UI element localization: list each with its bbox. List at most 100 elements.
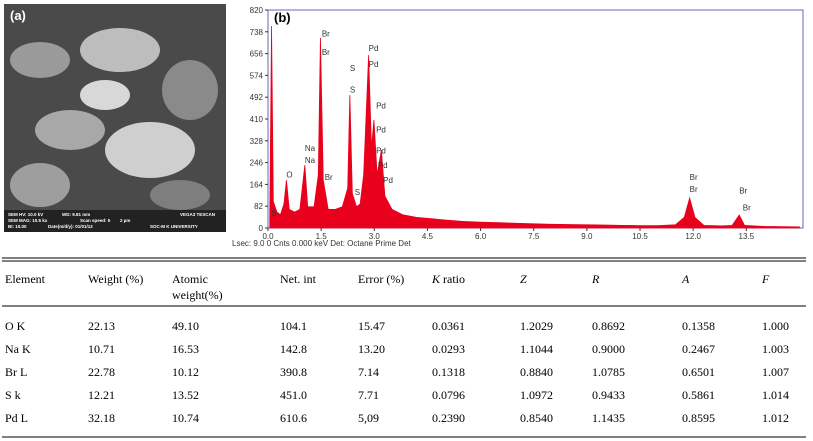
table-cell: 0.5861 bbox=[682, 388, 715, 402]
peak-label: Br bbox=[325, 173, 333, 182]
table-cell: 10.71 bbox=[88, 342, 115, 356]
y-tick-label: 820 bbox=[250, 6, 264, 15]
peak-label: S bbox=[350, 85, 355, 94]
panel-label: (b) bbox=[274, 10, 291, 25]
peak-label: O bbox=[286, 170, 292, 179]
sem-info: SEM MAG: 10.5 kx bbox=[8, 218, 48, 223]
y-tick-label: 492 bbox=[250, 93, 264, 102]
table-cell: 1.2029 bbox=[520, 319, 553, 333]
table-cell: 1.1435 bbox=[592, 411, 625, 425]
x-tick-label: 0.0 bbox=[262, 232, 274, 241]
table-cell: 7.71 bbox=[358, 388, 379, 402]
table-cell: 0.1358 bbox=[682, 319, 715, 333]
x-tick-label: 12.0 bbox=[685, 232, 701, 241]
table-cell: 0.1318 bbox=[432, 365, 465, 379]
table-cell: 0.9433 bbox=[592, 388, 625, 402]
x-tick-label: 6.0 bbox=[475, 232, 487, 241]
x-tick-label: 7.5 bbox=[528, 232, 540, 241]
table-cell: 15.47 bbox=[358, 319, 385, 333]
table-cell: 1.0785 bbox=[592, 365, 625, 379]
table-cell: 1.1044 bbox=[520, 342, 553, 356]
table-header: A bbox=[681, 272, 690, 286]
sem-info: WD: 9.81 mm bbox=[62, 212, 90, 217]
sem-image: (a) bbox=[4, 4, 226, 232]
table: Element Weight (%) Atomic weight(%) Net. int… bbox=[2, 257, 806, 438]
table-cell: 1.012 bbox=[762, 411, 789, 425]
table-cell: 32.18 bbox=[88, 411, 115, 425]
peak-label: Pd bbox=[376, 147, 386, 156]
peak-label: S bbox=[350, 64, 355, 73]
table-header: K ratio bbox=[431, 272, 465, 286]
peak-label: Pd bbox=[376, 125, 386, 134]
table-cell: 1.014 bbox=[762, 388, 789, 402]
table-cell: 1.0972 bbox=[520, 388, 553, 402]
x-tick-label: 1.5 bbox=[316, 232, 328, 241]
table-cell: 0.9000 bbox=[592, 342, 625, 356]
table-header: Weight (%) bbox=[88, 272, 143, 286]
table-header: R bbox=[591, 272, 600, 286]
peak-label: Pd bbox=[383, 176, 393, 185]
table-cell: 610.6 bbox=[280, 411, 307, 425]
y-tick-label: 164 bbox=[250, 180, 264, 189]
table-cell: Na K bbox=[5, 342, 31, 356]
table-cell: 22.13 bbox=[88, 319, 115, 333]
table-cell: S k bbox=[5, 388, 21, 402]
table-cell: 142.8 bbox=[280, 342, 307, 356]
sem-info: VEGA3 TESCAN bbox=[180, 212, 215, 217]
table-header: F bbox=[761, 272, 770, 286]
table-cell: 5,09 bbox=[358, 411, 379, 425]
table-cell: 0.8595 bbox=[682, 411, 715, 425]
table-cell: 10.74 bbox=[172, 411, 199, 425]
table-cell: 1.007 bbox=[762, 365, 789, 379]
table-cell: 22.78 bbox=[88, 365, 115, 379]
sem-info: Scan speed: 5 bbox=[80, 218, 111, 223]
spectrum bbox=[269, 25, 800, 229]
table-cell: 12.21 bbox=[88, 388, 115, 402]
x-tick-label: 3.0 bbox=[369, 232, 381, 241]
table-cell: 104.1 bbox=[280, 319, 307, 333]
peak-label: Br bbox=[690, 173, 698, 182]
table-cell: 0.8840 bbox=[520, 365, 553, 379]
table-cell: 49.10 bbox=[172, 319, 199, 333]
peak-label: Pd bbox=[378, 161, 388, 170]
table-header: Net. int bbox=[280, 272, 317, 286]
peak-label: Br bbox=[322, 48, 330, 57]
table-cell: 0.2467 bbox=[682, 342, 715, 356]
y-tick-label: 0 bbox=[259, 224, 264, 233]
table-cell: O K bbox=[5, 319, 26, 333]
table-cell: 0.0796 bbox=[432, 388, 465, 402]
table-cell: 0.0361 bbox=[432, 319, 465, 333]
table-cell: 13.52 bbox=[172, 388, 199, 402]
table-cell: Pd L bbox=[5, 411, 28, 425]
table-cell: 0.8540 bbox=[520, 411, 553, 425]
peak-label: Pd bbox=[376, 101, 386, 110]
table-cell: 1.003 bbox=[762, 342, 789, 356]
x-tick-label: 13.5 bbox=[739, 232, 755, 241]
table-cell: 0.2390 bbox=[432, 411, 465, 425]
x-tick-label: 4.5 bbox=[422, 232, 434, 241]
panel-label: (a) bbox=[10, 8, 26, 23]
table-cell: 7.14 bbox=[358, 365, 379, 379]
table-header: Z bbox=[520, 272, 527, 286]
table-cell: 1.000 bbox=[762, 319, 789, 333]
y-tick-label: 246 bbox=[250, 159, 264, 168]
y-tick-label: 82 bbox=[254, 202, 263, 211]
sem-info: Date(m/d/y): 01/01/12 bbox=[48, 224, 93, 229]
sem-info: SEM HV: 10.0 kV bbox=[8, 212, 43, 217]
x-tick-label: 9.0 bbox=[581, 232, 593, 241]
table-cell: 0.6501 bbox=[682, 365, 715, 379]
table-header: Atomic weight(%) bbox=[172, 272, 223, 302]
peak-label: Pd bbox=[369, 44, 379, 53]
peak-label: Na bbox=[305, 156, 316, 165]
peak-label: Na bbox=[305, 144, 316, 153]
table-cell: 10.12 bbox=[172, 365, 199, 379]
y-tick-label: 574 bbox=[250, 71, 264, 80]
table-header: Error (%) bbox=[358, 272, 404, 286]
x-tick-label: 10.5 bbox=[632, 232, 648, 241]
table-cell: 13.20 bbox=[358, 342, 385, 356]
peak-label: Br bbox=[739, 186, 747, 195]
peak-label: S bbox=[272, 209, 277, 218]
table-cell: 0.8692 bbox=[592, 319, 625, 333]
peak-label: Pd bbox=[369, 60, 379, 69]
peak-label: S bbox=[355, 188, 360, 197]
